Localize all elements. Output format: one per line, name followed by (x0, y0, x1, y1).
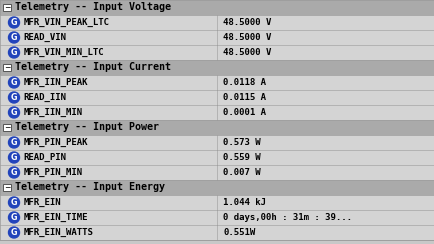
Circle shape (9, 137, 20, 148)
Text: 48.5000 V: 48.5000 V (223, 33, 271, 42)
Text: 48.5000 V: 48.5000 V (223, 48, 271, 57)
Text: G: G (11, 138, 17, 147)
Circle shape (9, 32, 20, 43)
Text: G: G (11, 18, 17, 27)
Circle shape (9, 227, 20, 238)
Circle shape (9, 92, 20, 103)
Text: −: − (4, 3, 10, 12)
Circle shape (9, 107, 20, 118)
Text: G: G (11, 78, 17, 87)
Text: READ_PIN: READ_PIN (23, 153, 66, 162)
Text: 0.573 W: 0.573 W (223, 138, 260, 147)
Text: READ_IIN: READ_IIN (23, 93, 66, 102)
Bar (0, 165, 434, 180)
Text: G: G (11, 48, 17, 57)
Text: −: − (4, 63, 10, 72)
Text: Telemetry -- Input Energy: Telemetry -- Input Energy (15, 183, 164, 193)
Text: G: G (11, 153, 17, 162)
Bar (0, 75, 434, 90)
Bar (0, 210, 434, 225)
Bar (0, 30, 434, 45)
Text: −: − (4, 183, 10, 192)
Text: Telemetry -- Input Voltage: Telemetry -- Input Voltage (15, 2, 171, 12)
Text: 0.007 W: 0.007 W (223, 168, 260, 177)
Text: MFR_PIN_MIN: MFR_PIN_MIN (23, 168, 82, 177)
Bar (0, 225, 434, 240)
Text: READ_VIN: READ_VIN (23, 33, 66, 42)
Circle shape (9, 47, 20, 58)
Text: MFR_VIN_PEAK_LTC: MFR_VIN_PEAK_LTC (23, 18, 109, 27)
Bar (3, 124, 11, 131)
Text: G: G (11, 198, 17, 207)
Text: 48.5000 V: 48.5000 V (223, 18, 271, 27)
Circle shape (9, 212, 20, 223)
Bar (3, 184, 11, 191)
Bar (0, 0, 434, 15)
Text: Telemetry -- Input Power: Telemetry -- Input Power (15, 122, 159, 132)
Text: G: G (11, 213, 17, 222)
Text: 0.559 W: 0.559 W (223, 153, 260, 162)
Bar (0, 45, 434, 60)
Text: MFR_EIN: MFR_EIN (23, 198, 61, 207)
Text: −: − (4, 123, 10, 132)
Text: 0.0115 A: 0.0115 A (223, 93, 266, 102)
Text: G: G (11, 228, 17, 237)
Text: G: G (11, 93, 17, 102)
Text: 1.044 kJ: 1.044 kJ (223, 198, 266, 207)
Bar (0, 150, 434, 165)
Text: G: G (11, 168, 17, 177)
Text: MFR_IIN_MIN: MFR_IIN_MIN (23, 108, 82, 117)
Circle shape (9, 152, 20, 163)
Circle shape (9, 167, 20, 178)
Bar (0, 15, 434, 30)
Text: MFR_VIN_MIN_LTC: MFR_VIN_MIN_LTC (23, 48, 104, 57)
Text: Telemetry -- Input Current: Telemetry -- Input Current (15, 62, 171, 72)
Bar (0, 105, 434, 120)
Text: 0.0001 A: 0.0001 A (223, 108, 266, 117)
Text: G: G (11, 108, 17, 117)
Text: MFR_EIN_TIME: MFR_EIN_TIME (23, 213, 88, 222)
Bar (0, 60, 434, 75)
Text: 0.551W: 0.551W (223, 228, 255, 237)
Bar (0, 90, 434, 105)
Bar (3, 4, 11, 11)
Bar (3, 64, 11, 71)
Bar (0, 195, 434, 210)
Circle shape (9, 197, 20, 208)
Text: 0.0118 A: 0.0118 A (223, 78, 266, 87)
Text: MFR_PIN_PEAK: MFR_PIN_PEAK (23, 138, 88, 147)
Circle shape (9, 17, 20, 28)
Text: MFR_IIN_PEAK: MFR_IIN_PEAK (23, 78, 88, 87)
Bar (0, 120, 434, 135)
Text: MFR_EIN_WATTS: MFR_EIN_WATTS (23, 228, 93, 237)
Text: G: G (11, 33, 17, 42)
Bar (0, 135, 434, 150)
Circle shape (9, 77, 20, 88)
Text: 0 days,00h : 31m : 39...: 0 days,00h : 31m : 39... (223, 213, 352, 222)
Bar (0, 180, 434, 195)
